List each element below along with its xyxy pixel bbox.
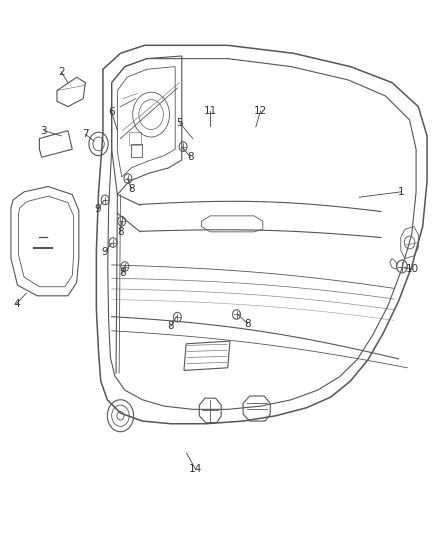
Text: 5: 5 [176,118,183,127]
Text: 9: 9 [102,247,109,256]
Text: 8: 8 [117,227,124,237]
Text: 6: 6 [108,107,115,117]
Text: 9: 9 [94,205,101,214]
Text: 8: 8 [119,269,126,278]
Text: 12: 12 [254,106,267,116]
Text: 2: 2 [58,67,65,77]
Text: 14: 14 [189,464,202,474]
Text: 8: 8 [187,152,194,162]
Text: 8: 8 [167,321,174,331]
Text: 8: 8 [128,184,135,194]
Text: 3: 3 [40,126,47,135]
Text: 1: 1 [397,187,404,197]
Text: 8: 8 [244,319,251,328]
Text: 11: 11 [204,106,217,116]
Text: 4: 4 [13,299,20,309]
Text: 7: 7 [82,130,89,139]
Text: 10: 10 [406,264,419,274]
